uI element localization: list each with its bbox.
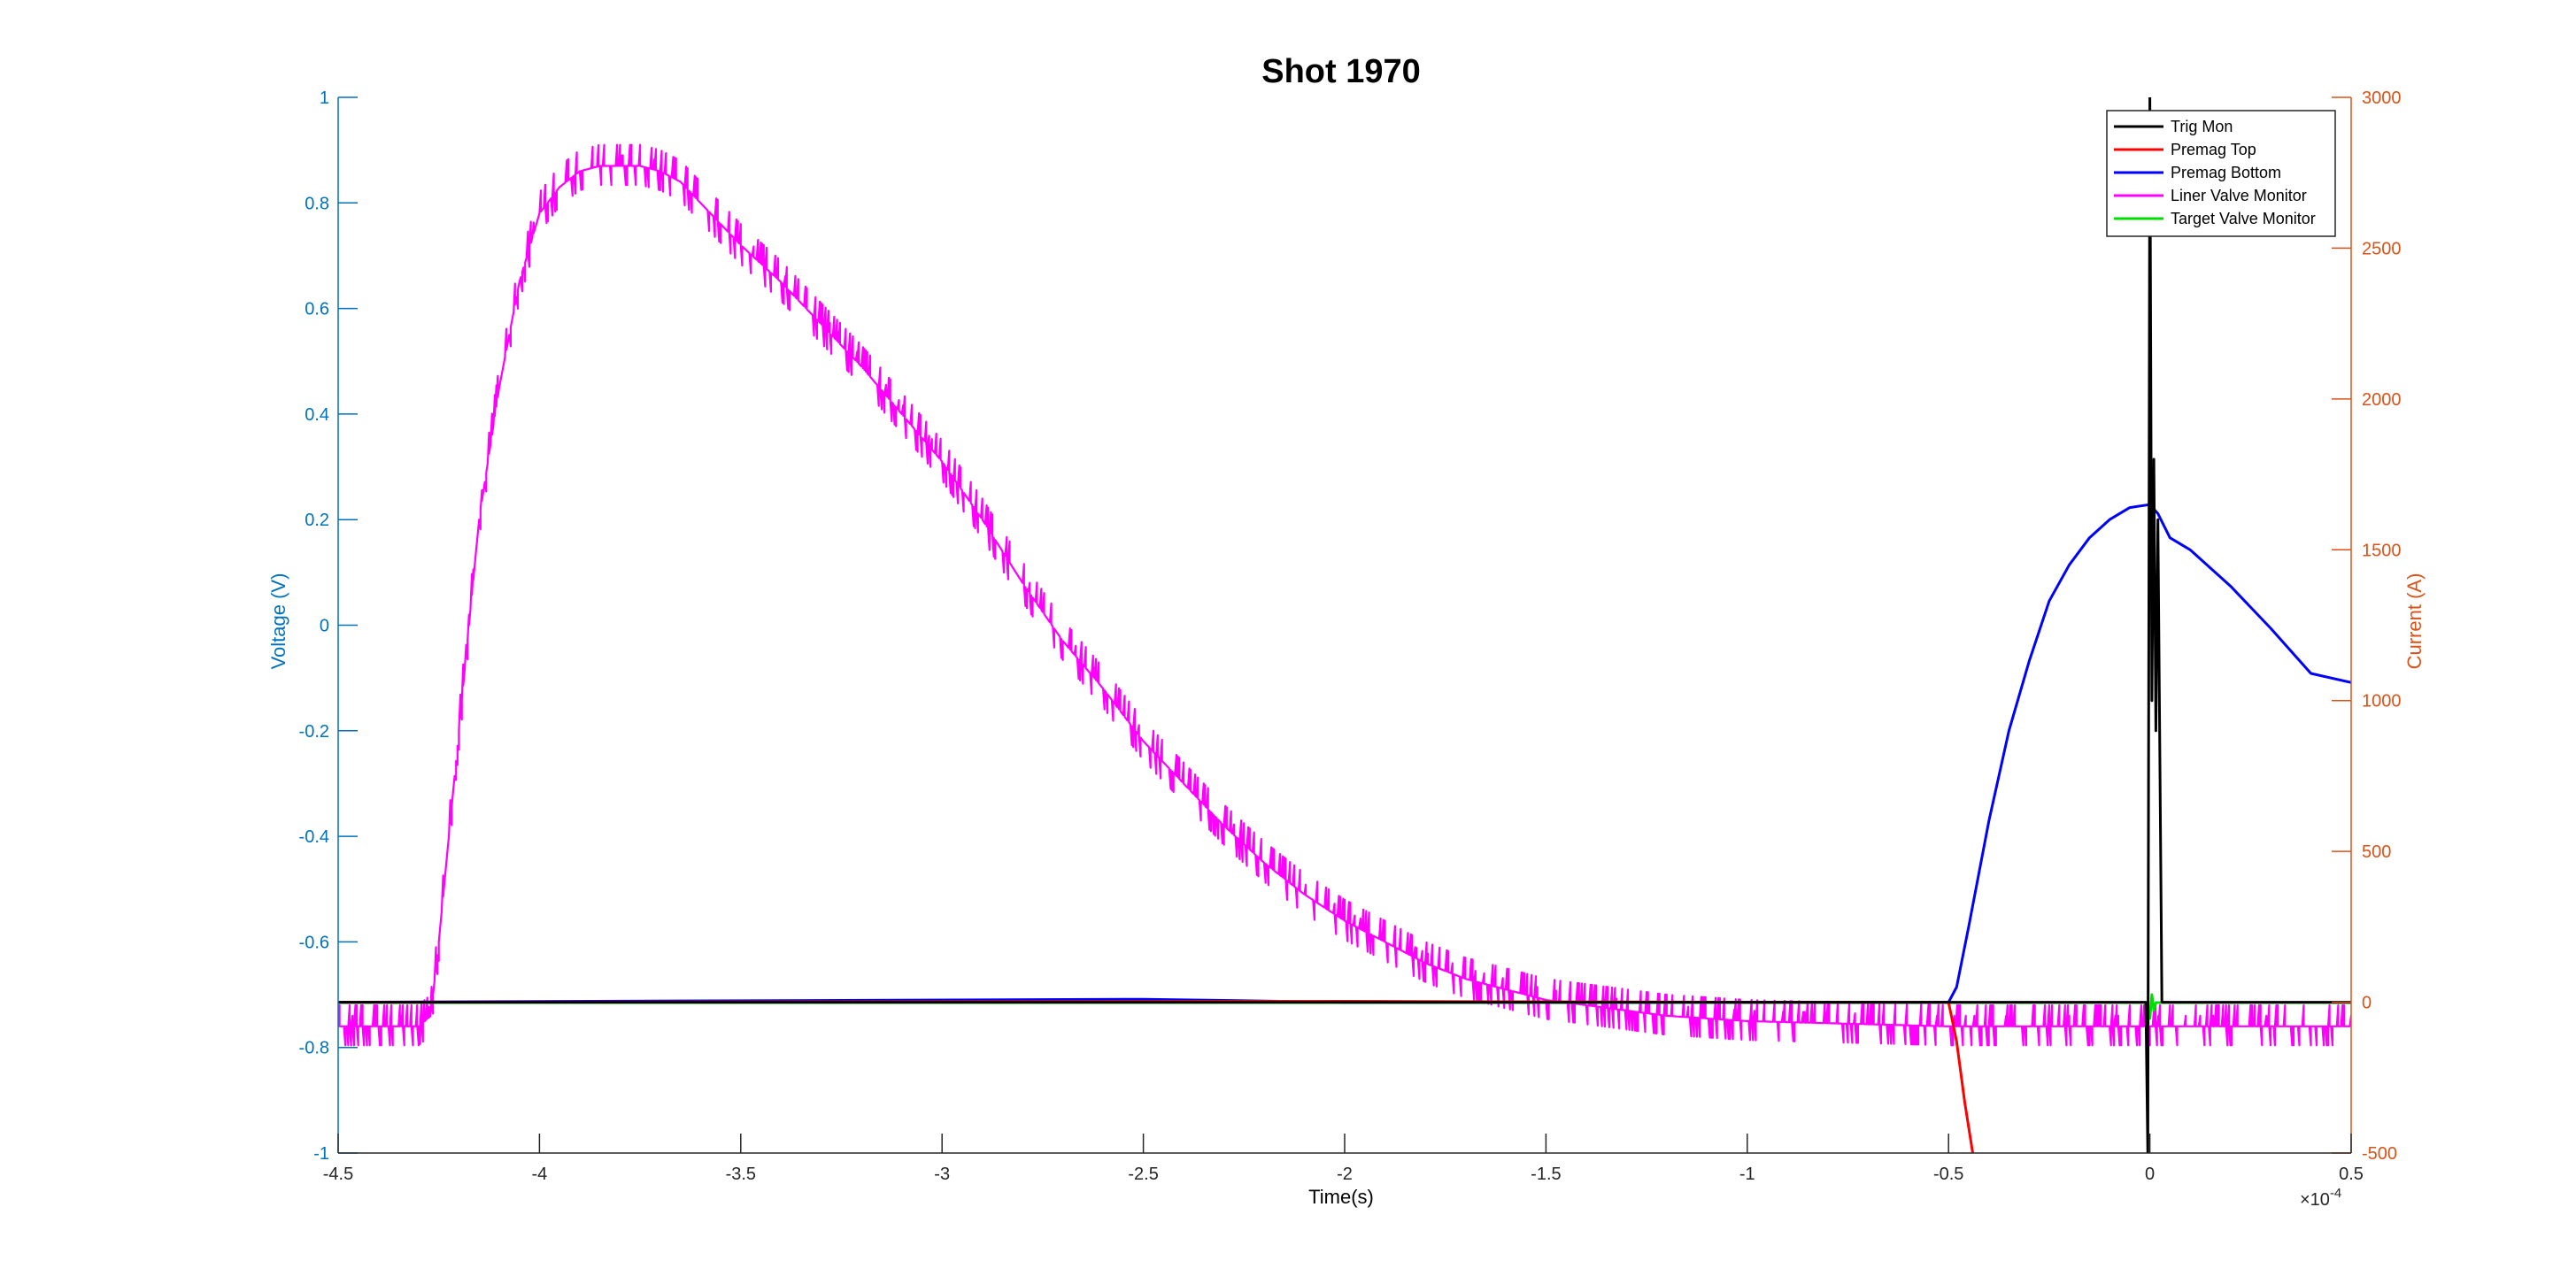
x-tick-label: -2.5 [1128,1165,1158,1184]
x-tick-label: 0 [2145,1165,2155,1184]
legend-entry-label: Premag Bottom [2171,164,2281,181]
left-y-tick-label: 0.2 [305,511,329,530]
x-tick-label: 0.5 [2339,1165,2364,1184]
left-y-tick-label: -0.2 [299,722,329,742]
left-y-tick-label: 0 [320,617,329,636]
right-y-tick-label: 2000 [2362,390,2402,410]
x-tick-label: -3 [934,1165,950,1184]
right-y-tick-label: 3000 [2362,88,2402,108]
left-y-axis-label: Voltage (V) [267,573,289,670]
left-y-tick-label: 1 [320,88,329,108]
left-y-tick-label: -0.8 [299,1039,329,1058]
x-tick-label: -3.5 [726,1165,756,1184]
left-y-tick-label: 0.6 [305,300,329,319]
x-axis-exponent-base: ×10 [2300,1190,2330,1210]
series-line-premag-bottom [338,503,2351,1004]
x-tick-label: -0.5 [1933,1165,1963,1184]
right-y-tick-label: -500 [2362,1144,2397,1164]
x-tick-label: -4.5 [323,1165,353,1184]
x-axis-exponent-power: -4 [2330,1186,2341,1201]
legend-entry-label: Premag Top [2171,141,2256,158]
right-y-axis: -500 0 500 1000 1500 2000 2500 3000 [2332,88,2402,1164]
right-y-tick-label: 500 [2362,842,2391,862]
legend: Trig Mon Premag Top Premag Bottom Liner Val… [2106,110,2336,237]
chart-title: Shot 1970 [1261,53,1421,90]
left-y-tick-label: -1 [313,1144,329,1164]
x-tick-label: -1.5 [1531,1165,1561,1184]
right-y-axis-label: Current (A) [2403,573,2426,670]
x-axis-exponent: ×10-4 [2300,1186,2341,1210]
legend-entry-label: Liner Valve Monitor [2171,187,2307,204]
x-axis-label: Time(s) [1308,1186,1374,1208]
series-line-liner-valve-monitor [338,143,2351,1047]
right-y-tick-label: 1500 [2362,541,2402,560]
left-y-tick-label: 0.4 [305,405,329,425]
right-y-tick-label: 2500 [2362,239,2402,258]
right-y-tick-label: 0 [2362,994,2372,1013]
series-line-trig-mon [338,97,2351,1153]
legend-entry-label: Target Valve Monitor [2171,210,2316,227]
x-axis: -4.5 -4 -3.5 -3 -2.5 -2 -1.5 -1 -0.5 0 0.5 [323,1134,2364,1184]
x-tick-label: -4 [532,1165,548,1184]
left-y-tick-label: -0.4 [299,827,329,847]
x-tick-label: -1 [1739,1165,1755,1184]
plot-area [338,97,2351,1153]
left-y-tick-label: -0.6 [299,933,329,952]
right-y-tick-label: 1000 [2362,692,2402,711]
legend-entry-label: Trig Mon [2171,118,2233,135]
left-y-tick-label: 0.8 [305,194,329,213]
x-tick-label: -2 [1337,1165,1353,1184]
left-y-axis: -1 -0.8 -0.6 -0.4 -0.2 0 0.2 0.4 0.6 0.8 1 [299,88,358,1164]
